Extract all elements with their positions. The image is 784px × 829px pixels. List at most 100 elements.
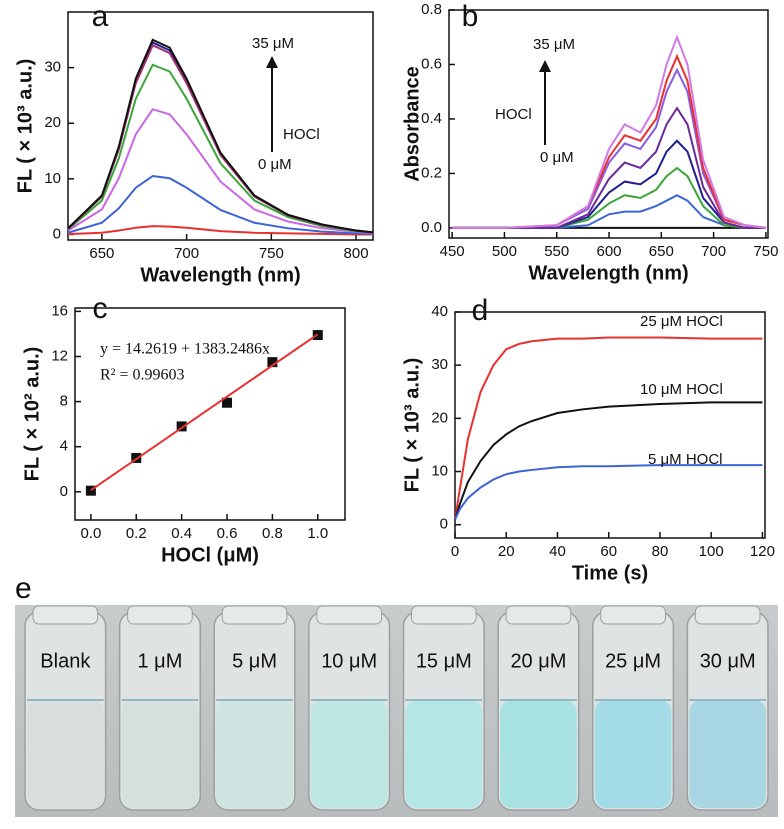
panel-label: a xyxy=(92,0,109,33)
panel-label: d xyxy=(472,294,489,327)
annotation: HOCl xyxy=(495,106,532,123)
data-line xyxy=(67,175,374,235)
vial-liquid xyxy=(310,700,388,808)
vial-label: 25 μM xyxy=(605,650,661,672)
x-tick-label: 700 xyxy=(174,245,199,262)
x-tick-label: 0.0 xyxy=(80,525,101,542)
data-line xyxy=(67,41,374,234)
panel-label: e xyxy=(15,572,32,605)
x-tick-label: 450 xyxy=(440,243,465,260)
data-line xyxy=(452,106,766,229)
data-line xyxy=(452,166,766,229)
vial-neck xyxy=(316,605,382,625)
data-line xyxy=(454,336,763,520)
y-tick-label: 16 xyxy=(51,302,68,319)
vial-liquid xyxy=(689,700,766,808)
series-label: 25 μM HOCl xyxy=(640,313,723,330)
x-tick-label: 0.4 xyxy=(171,525,192,542)
x-tick-label: 700 xyxy=(701,243,726,260)
y-axis-label: FL ( × 10³ a.u.) xyxy=(14,59,36,194)
vial-neck xyxy=(221,605,288,625)
y-tick-label: 30 xyxy=(431,356,448,373)
data-line xyxy=(452,194,766,229)
vial-liquid xyxy=(500,700,577,808)
annotation: 0 μM xyxy=(258,156,292,173)
x-axis-label: Time (s) xyxy=(572,562,648,584)
y-axis-label: FL ( × 10² a.u.) xyxy=(21,347,43,482)
x-tick-label: 0.8 xyxy=(262,525,283,542)
y-tick-label: 0 xyxy=(53,225,61,242)
series-label: 5 μM HOCl xyxy=(648,451,722,468)
plot-frame xyxy=(74,307,346,521)
vial-neck xyxy=(600,605,666,625)
data-line xyxy=(67,38,374,234)
vial-label: 10 μM xyxy=(321,650,377,672)
y-tick-label: 0.2 xyxy=(421,164,442,181)
data-line xyxy=(67,108,374,235)
x-tick-label: 1.0 xyxy=(307,525,328,542)
y-tick-label: 40 xyxy=(431,303,448,320)
data-line xyxy=(90,333,319,492)
annotation: y = 14.2619 + 1383.2486x xyxy=(100,341,270,358)
x-axis-label: Wavelength (nm) xyxy=(528,262,688,284)
annotation: 35 μM xyxy=(252,35,294,52)
vial-neck xyxy=(411,605,477,625)
x-tick-label: 60 xyxy=(600,543,617,560)
x-tick-label: 20 xyxy=(498,543,515,560)
vial-label: Blank xyxy=(40,650,91,672)
y-tick-label: 20 xyxy=(431,409,448,426)
vial-liquid xyxy=(405,700,483,808)
x-axis-label: Wavelength (nm) xyxy=(140,264,300,286)
panel-label: c xyxy=(93,292,108,325)
y-tick-label: 0.6 xyxy=(421,55,442,72)
x-tick-label: 750 xyxy=(753,243,778,260)
vial-liquid xyxy=(27,700,104,808)
x-tick-label: 100 xyxy=(699,543,724,560)
data-point xyxy=(85,485,96,496)
x-tick-label: 550 xyxy=(544,243,569,260)
data-line xyxy=(454,464,763,520)
x-tick-label: 120 xyxy=(750,543,775,560)
vial-neck xyxy=(694,605,761,625)
x-tick-label: 0.2 xyxy=(126,525,147,542)
y-tick-label: 0.0 xyxy=(421,219,442,236)
data-point xyxy=(222,397,233,408)
vial-label: 20 μM xyxy=(510,650,566,672)
vial-label: 15 μM xyxy=(416,650,472,672)
y-tick-label: 4 xyxy=(60,438,68,455)
data-line xyxy=(67,44,374,234)
data-point xyxy=(176,421,187,432)
vial-label: 30 μM xyxy=(700,650,756,672)
x-tick-label: 750 xyxy=(259,245,284,262)
data-line xyxy=(452,34,767,229)
data-line xyxy=(67,63,374,234)
plot-frame xyxy=(454,311,766,539)
y-tick-label: 8 xyxy=(60,393,68,410)
y-axis-label: FL ( × 10³ a.u.) xyxy=(401,358,423,493)
y-tick-label: 10 xyxy=(44,170,61,187)
panel-label: b xyxy=(462,0,479,33)
x-tick-label: 650 xyxy=(649,243,674,260)
y-tick-label: 30 xyxy=(44,59,61,76)
vial-liquid xyxy=(216,700,293,808)
x-tick-label: 500 xyxy=(492,243,517,260)
annotation: R² = 0.99603 xyxy=(100,367,185,384)
data-line xyxy=(67,225,373,236)
x-tick-label: 80 xyxy=(652,543,669,560)
annotation: 0 μM xyxy=(540,149,574,166)
x-tick-label: 600 xyxy=(597,243,622,260)
data-line xyxy=(454,401,763,520)
annotation: 35 μM xyxy=(533,36,575,53)
vial-neck xyxy=(505,605,572,625)
vial-label: 5 μM xyxy=(232,650,277,672)
plot-frame xyxy=(67,11,374,241)
y-tick-label: 0 xyxy=(440,516,448,533)
y-tick-label: 12 xyxy=(51,347,68,364)
x-tick-label: 0 xyxy=(451,543,459,560)
vial-neck xyxy=(127,605,193,625)
data-point xyxy=(267,357,278,368)
x-axis-label: HOCl (μM) xyxy=(161,544,259,566)
x-tick-label: 40 xyxy=(549,543,566,560)
